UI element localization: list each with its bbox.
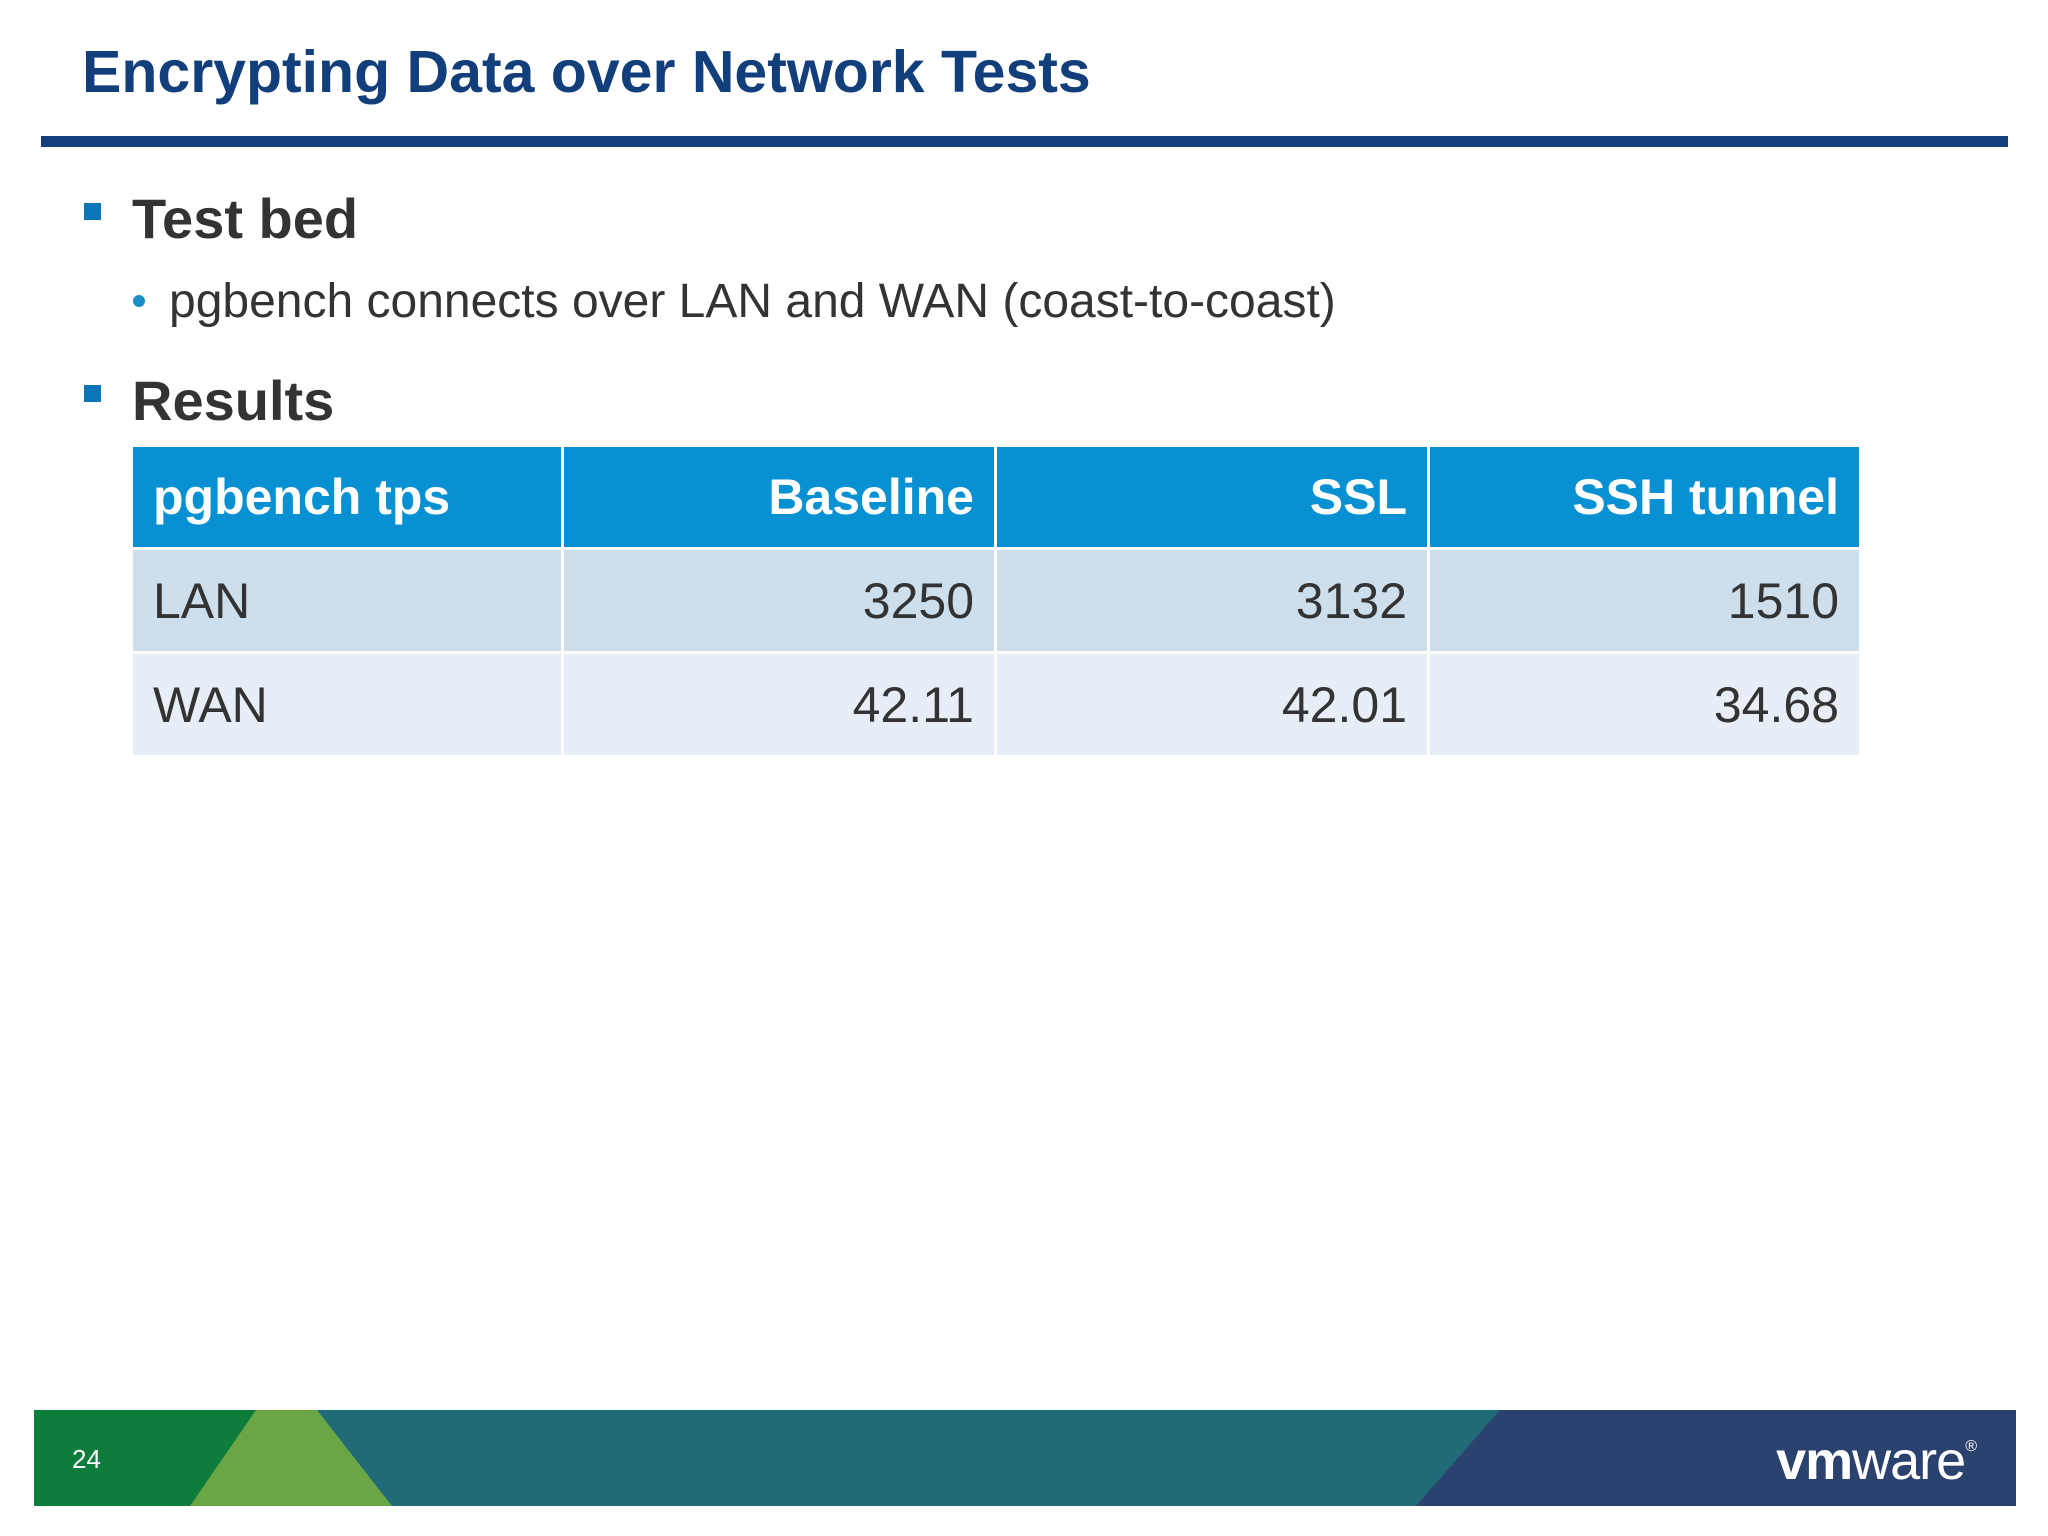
header-baseline: Baseline — [561, 444, 997, 550]
cell-row-label: WAN — [130, 651, 564, 758]
bullet-test-bed-marker — [84, 203, 101, 220]
cell-baseline: 42.11 — [561, 651, 997, 758]
footer-band: 24 vmware® — [34, 1410, 2016, 1506]
table-header-row: pgbench tps Baseline SSL SSH tunnel — [130, 444, 1862, 550]
sub-bullet-pgbench: pgbench connects over LAN and WAN (coast… — [169, 275, 1336, 328]
logo-vm: vm — [1776, 1431, 1853, 1491]
cell-ssh-tunnel: 1510 — [1427, 547, 1862, 654]
cell-ssl: 3132 — [994, 547, 1430, 654]
results-table: pgbench tps Baseline SSL SSH tunnel LAN … — [130, 444, 1862, 758]
cell-ssl: 42.01 — [994, 651, 1430, 758]
page-number: 24 — [72, 1444, 101, 1474]
cell-row-label: LAN — [130, 547, 564, 654]
logo-registered-mark: ® — [1965, 1438, 1977, 1455]
bullet-test-bed: Test bed — [132, 187, 359, 250]
vmware-logo: vmware® — [1776, 1430, 1977, 1492]
footer-stripes — [34, 1410, 2016, 1506]
cell-ssh-tunnel: 34.68 — [1427, 651, 1862, 758]
title-rule — [41, 136, 2008, 147]
header-ssh-tunnel: SSH tunnel — [1427, 444, 1862, 550]
slide-title: Encrypting Data over Network Tests — [82, 39, 1091, 105]
bullet-results-marker — [84, 385, 101, 402]
cell-baseline: 3250 — [561, 547, 997, 654]
bullet-results: Results — [132, 369, 335, 432]
sub-bullet-marker — [133, 295, 145, 307]
logo-ware: ware — [1852, 1431, 1966, 1491]
table-row-lan: LAN 3250 3132 1510 — [130, 547, 1862, 654]
table-row-wan: WAN 42.11 42.01 34.68 — [130, 651, 1862, 758]
header-ssl: SSL — [994, 444, 1430, 550]
header-pgbench-tps: pgbench tps — [130, 444, 564, 550]
